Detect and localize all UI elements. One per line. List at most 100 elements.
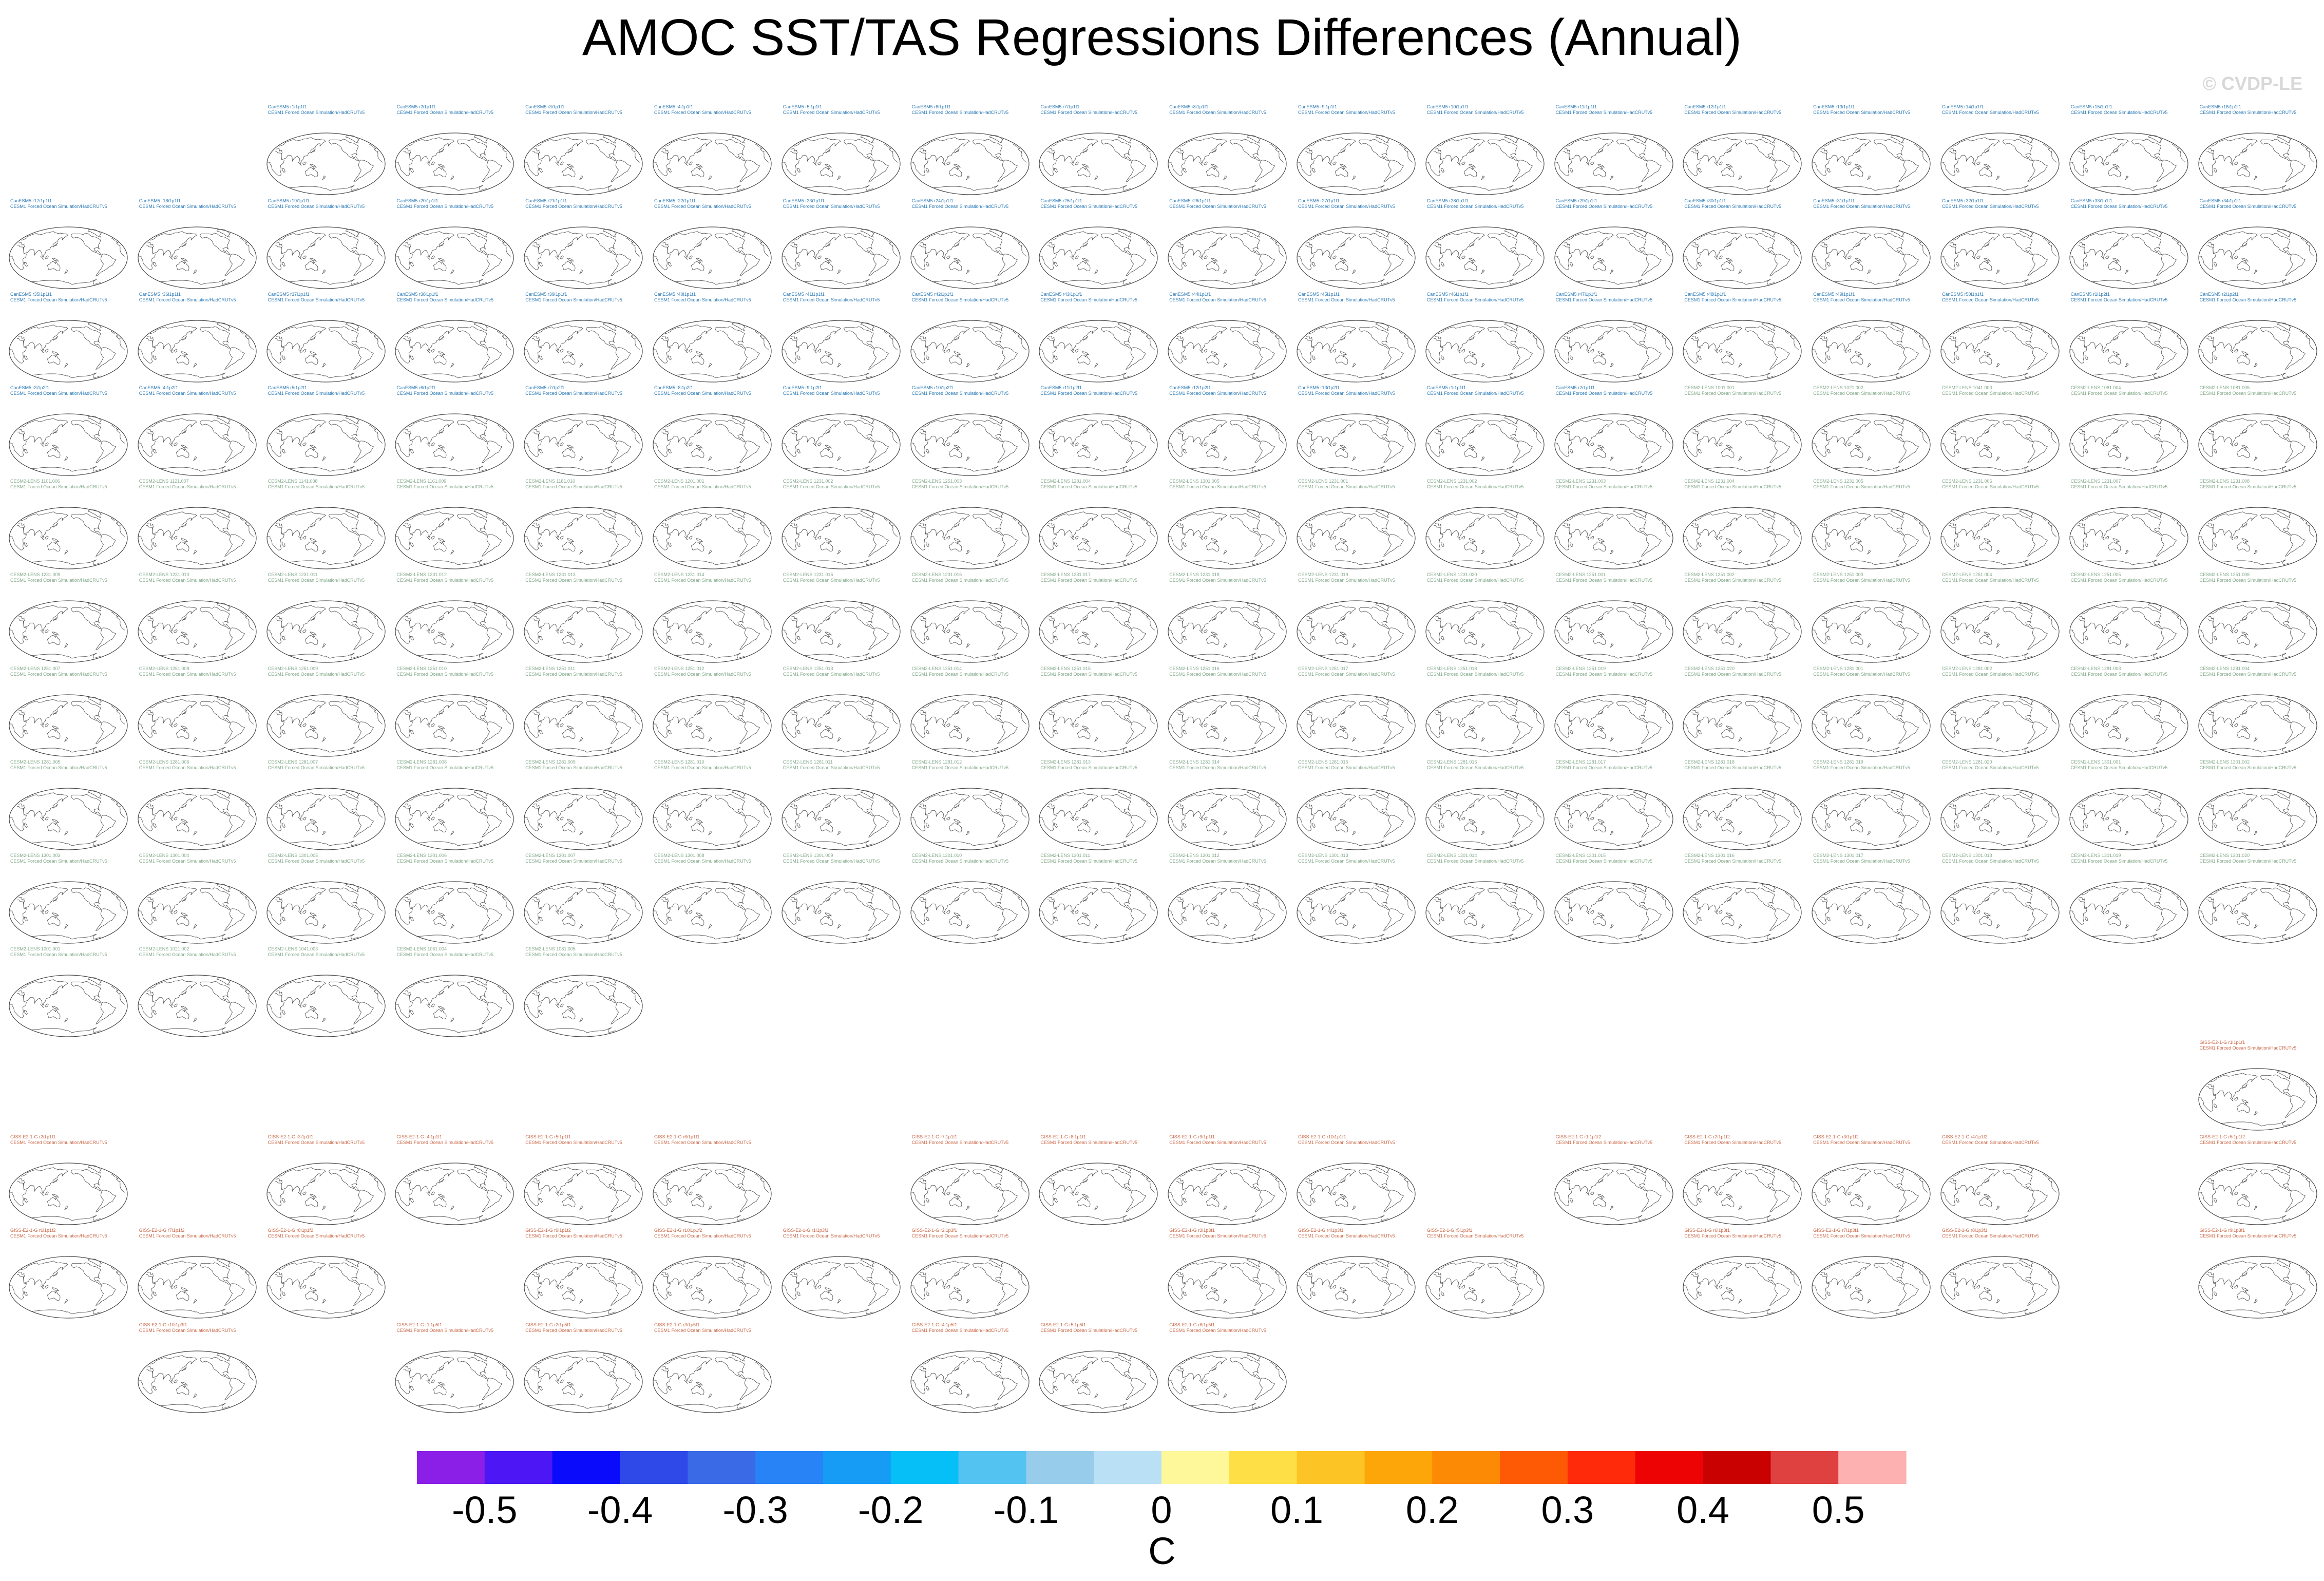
coastline: [1762, 322, 1776, 331]
map-panel: CanESM5 r38i1p1f1 CESM1 Forced Ocean Simu…: [391, 292, 518, 384]
coastline: [579, 175, 583, 180]
coastline: [611, 254, 632, 276]
coastline: [1714, 349, 1718, 353]
world-map: [782, 320, 901, 383]
panel-title: CanESM5 r21i1p1f1: [525, 198, 567, 203]
coastline: [2091, 185, 2162, 191]
coastline: [1082, 351, 1090, 355]
coastlines: [2069, 416, 2185, 472]
coastline: [2148, 416, 2162, 425]
coastline: [674, 372, 745, 378]
coastline: [1769, 347, 1790, 370]
coastline: [1738, 269, 1742, 274]
coastline: [2091, 372, 2162, 378]
map-panel: CanESM5 r6i1p2f1 CESM1 Forced Ocean Simul…: [391, 385, 518, 478]
coastline: [1340, 164, 1347, 168]
coastline: [1633, 229, 1647, 238]
coastline: [1480, 363, 1485, 368]
coastline: [288, 185, 358, 191]
coastline: [439, 242, 445, 247]
world-map: [1297, 413, 1416, 476]
coastline: [825, 242, 831, 247]
coastline: [193, 269, 197, 274]
map-panel: CanESM5 r48i1p1f1 CESM1 Forced Ocean Simu…: [1679, 292, 1805, 384]
coastline: [345, 229, 359, 238]
coastline: [708, 456, 712, 461]
coastline: [1082, 164, 1090, 168]
panel-title: CanESM5 r31i1p1f1: [1813, 198, 1855, 203]
coastline: [1955, 262, 1959, 267]
coastline: [1246, 135, 1261, 144]
coastline: [1425, 431, 1541, 457]
coastline: [2019, 322, 2034, 331]
coastline: [946, 349, 950, 353]
coastline: [1183, 168, 1187, 173]
map-panel: CanESM5 r1i1p1f1 CESM1 Forced Ocean Simul…: [1422, 385, 1548, 478]
colorbar-box: [1703, 1451, 1771, 1484]
coastline: [1223, 456, 1227, 461]
coastline: [691, 448, 704, 458]
coastlines: [1683, 229, 1799, 285]
panel-title: CanESM5 r9i1p2f1: [783, 385, 822, 390]
panel-title: CanESM5 r22i1p1f1: [654, 198, 696, 203]
coastline: [1469, 336, 1475, 341]
coastline: [321, 363, 326, 368]
world-map: [1940, 320, 2060, 383]
coastline: [1683, 431, 1799, 457]
coastline: [782, 150, 898, 176]
map-panel: CanESM5 r36i1p1f1 CESM1 Forced Ocean Simu…: [134, 292, 260, 384]
panel-subtitle: CESM1 Forced Ocean Simulation/HadCRUTv5: [1555, 297, 1653, 302]
world-map: [266, 226, 386, 289]
coastlines: [2198, 135, 2314, 191]
coastline: [793, 237, 888, 241]
panel-title: CESM2-LENS 1081.005: [2199, 385, 2250, 390]
coastline: [568, 429, 573, 434]
coastline: [159, 372, 230, 378]
coastline: [1118, 135, 1132, 144]
coastline: [953, 351, 961, 355]
panel-title: CanESM5 r20i1p1f1: [396, 198, 439, 203]
map-panel: CanESM5 r4i1p1f1 CESM1 Forced Ocean Simul…: [649, 104, 775, 197]
coastline: [1383, 160, 1404, 182]
coastline: [1721, 167, 1735, 177]
world-map: [1425, 132, 1545, 195]
world-map: [395, 413, 514, 476]
panel-subtitle: CESM1 Forced Ocean Simulation/HadCRUTv5: [911, 297, 1009, 302]
coastline: [1504, 135, 1518, 144]
coastline: [149, 424, 244, 428]
coastline: [407, 237, 502, 241]
map-panel: CanESM5 r28i1p1f1 CESM1 Forced Ocean Simu…: [1422, 198, 1548, 291]
coastline: [1972, 443, 1976, 447]
panel-title: CESM2-LENS 1021.002: [1813, 385, 1863, 390]
panel-title: CanESM5 r3i1p2f1: [10, 385, 50, 390]
coastline: [1683, 244, 1799, 270]
coastline: [1230, 139, 1261, 161]
coastline: [2079, 325, 2181, 352]
coastline: [1206, 261, 1220, 271]
coastline: [309, 258, 317, 262]
coastline: [47, 261, 61, 271]
colorbar-tick-label: -0.2: [858, 1489, 924, 1531]
coastline: [579, 269, 583, 274]
coastlines: [1683, 135, 1799, 191]
world-map: [395, 226, 514, 289]
coastline: [1984, 445, 1991, 449]
coastline: [1569, 262, 1573, 267]
coastline: [482, 347, 503, 370]
coastline: [1590, 349, 1594, 353]
panel-subtitle: CESM1 Forced Ocean Simulation/HadCRUTv5: [396, 110, 493, 115]
coastlines: [1425, 229, 1541, 285]
coastline: [1812, 244, 1928, 270]
coastlines: [138, 509, 254, 565]
map-panel: CanESM5 r23i1p1f1 CESM1 Forced Ocean Simu…: [778, 198, 904, 291]
coastline: [439, 336, 445, 341]
coastline: [539, 262, 543, 267]
coastline: [1447, 466, 1518, 472]
coastline: [1719, 161, 1723, 165]
coastline: [925, 168, 929, 173]
coastline: [791, 325, 893, 352]
coastline: [2107, 261, 2121, 271]
map-panel: CanESM5 r35i1p1f1 CESM1 Forced Ocean Simu…: [5, 292, 131, 384]
coastline: [813, 256, 817, 260]
coastline: [2242, 242, 2247, 247]
